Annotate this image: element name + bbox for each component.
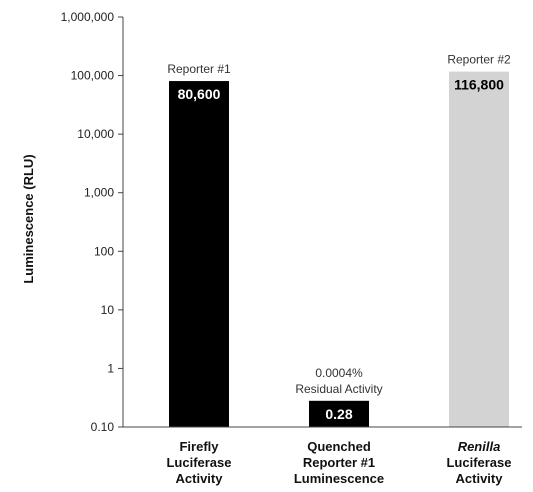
y-tick-label: 1,000,000 xyxy=(61,10,115,24)
bar-value-label: 116,800 xyxy=(454,77,504,93)
x-category-label: Luminescence xyxy=(294,471,384,486)
x-category-label: Luciferase xyxy=(446,455,511,470)
bar xyxy=(449,71,509,427)
y-axis-label: Luminescence (RLU) xyxy=(21,154,36,283)
y-tick-label: 0.10 xyxy=(91,420,115,434)
bar-annotation: Reporter #1 xyxy=(167,62,231,76)
bar-value-label: 0.28 xyxy=(325,406,352,422)
bar-annotation: 0.0004% xyxy=(315,366,363,380)
y-tick-label: 10 xyxy=(101,303,115,317)
x-category-label: Luciferase xyxy=(166,455,231,470)
y-tick-label: 100,000 xyxy=(71,69,115,83)
bars: 80,600 Reporter #1 0.28 0.0004% Residual Act… xyxy=(167,53,511,427)
y-tick-label: 100 xyxy=(94,244,114,258)
x-category-label: Firefly xyxy=(179,439,219,454)
x-axis: FireflyLuciferaseActivityQuenchedReporte… xyxy=(123,426,522,486)
x-category-label: Reporter #1 xyxy=(303,455,375,470)
bar-annotation: Residual Activity xyxy=(295,382,382,396)
x-category-label: Quenched xyxy=(307,439,371,454)
bar-annotation: Reporter #2 xyxy=(447,53,511,67)
y-tick-label: 1,000 xyxy=(84,186,114,200)
y-tick-label: 10,000 xyxy=(77,127,114,141)
x-category-label: Activity xyxy=(456,471,504,486)
y-axis: 1,000,000 100,000 10,000 1,000 100 10 1 0.10 xyxy=(61,10,124,434)
bar-value-label: 80,600 xyxy=(178,86,221,102)
bar xyxy=(309,400,369,427)
x-category-label: Activity xyxy=(176,471,224,486)
y-tick-label: 1 xyxy=(107,361,114,375)
x-category-label: Renilla xyxy=(458,439,501,454)
bar xyxy=(169,81,229,427)
